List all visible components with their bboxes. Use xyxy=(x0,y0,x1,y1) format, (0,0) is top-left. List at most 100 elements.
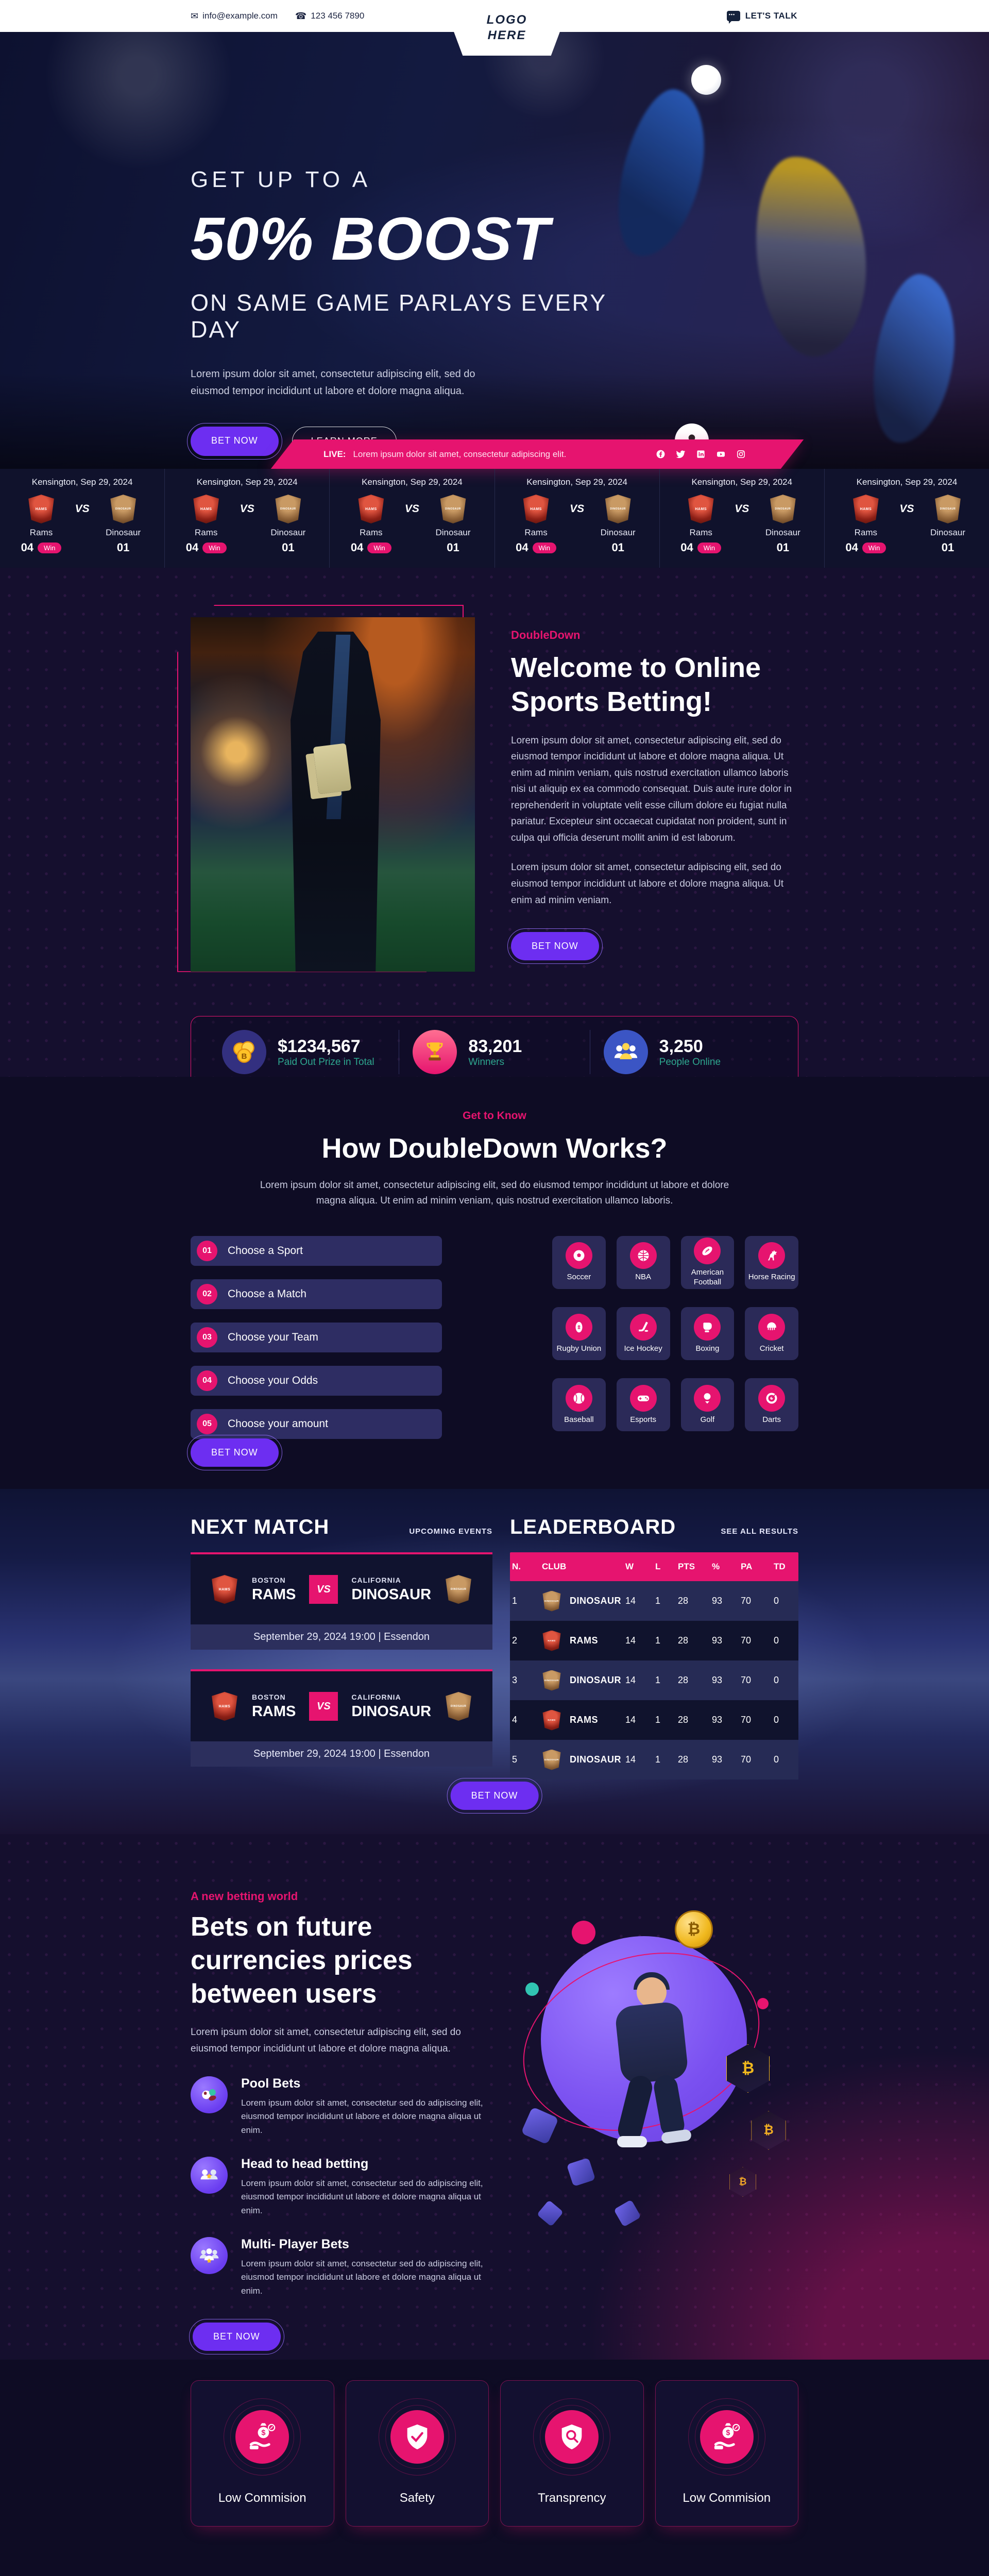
bitcoin-hexagon-icon: ₿ xyxy=(726,2044,770,2093)
leaderboard-row[interactable]: 1 DINOSAUR DINOSAUR 14 1 28 93 70 0 xyxy=(510,1581,798,1621)
bet-now-button[interactable]: BET NOW xyxy=(507,928,603,964)
sport-tile-horse-racing[interactable]: Horse Racing xyxy=(745,1235,798,1289)
rams-logo: HAMS xyxy=(523,495,549,523)
leaderboard-row[interactable]: 4 HAMS RAMS 14 1 28 93 70 0 xyxy=(510,1700,798,1740)
dinosaur-logo: DINOSAUR xyxy=(275,495,301,523)
sport-tile-baseball[interactable]: Baseball xyxy=(552,1378,606,1432)
match-date: September 29, 2024 19:00 | Essendon xyxy=(191,1624,492,1650)
stat-value: $1234,567 xyxy=(278,1036,361,1056)
vs-label: VS xyxy=(570,503,585,515)
youtube-icon[interactable] xyxy=(716,449,726,459)
hero-subtitle: ON SAME GAME PARLAYS EVERY DAY xyxy=(191,290,607,343)
pool-bets-icon xyxy=(191,2076,228,2114)
vs-label: VS xyxy=(404,503,419,515)
dot-shape xyxy=(525,1982,539,1996)
home-name: Rams xyxy=(29,528,53,537)
bitcoin-hexagon-icon: ₿ xyxy=(729,2166,757,2197)
bet-now-button[interactable]: BET NOW xyxy=(187,423,282,460)
cube-shape xyxy=(536,2199,564,2227)
phone-link[interactable]: 123 456 7890 xyxy=(295,11,364,22)
ticker-socials xyxy=(656,449,746,459)
sport-tile-american-football[interactable]: American Football xyxy=(680,1235,735,1289)
logo[interactable]: LOGO HERE xyxy=(442,0,572,56)
match-card[interactable]: Kensington, Sep 29, 2024 HAMS Rams 04 Win… xyxy=(0,469,165,568)
match-card[interactable]: Kensington, Sep 29, 2024 HAMS Rams 04 Win… xyxy=(825,469,989,568)
rams-logo: HAMS xyxy=(542,1709,561,1731)
next-match-leaderboard-section: NEXT MATCH UPCOMING EVENTS HAMS BOSTON RA… xyxy=(0,1489,989,1834)
away-name: Dinosaur xyxy=(270,528,306,537)
sport-tile-ice-hockey[interactable]: Ice Hockey xyxy=(616,1307,670,1361)
sport-tile-boxing[interactable]: Boxing xyxy=(680,1307,735,1361)
bet-now-button[interactable]: BET NOW xyxy=(187,1435,282,1470)
leaderboard-row[interactable]: 2 HAMS RAMS 14 1 28 93 70 0 xyxy=(510,1621,798,1660)
linkedin-icon[interactable] xyxy=(696,449,706,459)
match-card[interactable]: Kensington, Sep 29, 2024 HAMS Rams 04 Win… xyxy=(330,469,495,568)
topbar-contact: info@example.com 123 456 7890 xyxy=(191,11,364,22)
home-name: Rams xyxy=(524,528,548,537)
perk-transparency[interactable]: Transprency xyxy=(500,2380,644,2527)
esports-icon xyxy=(629,1385,657,1412)
away-name: Dinosaur xyxy=(435,528,471,537)
sport-tile-rugby-union[interactable]: Rugby Union xyxy=(552,1307,606,1361)
sport-tile-darts[interactable]: Darts xyxy=(745,1378,798,1432)
dinosaur-logo: DINOSAUR xyxy=(542,1749,561,1770)
instagram-icon[interactable] xyxy=(736,449,746,459)
dinosaur-logo: DINOSAUR xyxy=(935,495,961,523)
hero-kicker: GET UP TO A xyxy=(191,167,371,192)
vs-label: VS xyxy=(899,503,914,515)
stat-value: 3,250 xyxy=(659,1036,703,1056)
perk-low-commission-2[interactable]: $ Low Commision xyxy=(655,2380,798,2527)
step-choose-odds[interactable]: 04 Choose your Odds xyxy=(191,1365,442,1396)
home-score: 04 xyxy=(350,541,364,554)
match-card[interactable]: Kensington, Sep 29, 2024 HAMS Rams 04 Win… xyxy=(660,469,825,568)
feature-multi-player: Multi- Player Bets Lorem ipsum dolor sit … xyxy=(191,2237,484,2298)
perk-safety[interactable]: Safety xyxy=(345,2380,489,2527)
twitter-icon[interactable] xyxy=(676,449,686,459)
leaderboard-row[interactable]: 5 DINOSAUR DINOSAUR 14 1 28 93 70 0 xyxy=(510,1740,798,1780)
see-all-results-link[interactable]: SEE ALL RESULTS xyxy=(721,1527,798,1536)
hero-player-baseball xyxy=(863,269,966,449)
match-card[interactable]: Kensington, Sep 29, 2024 HAMS Rams 04 Win… xyxy=(495,469,660,568)
stat-winners: 83,201 Winners xyxy=(399,1030,589,1074)
leaderboard-row[interactable]: 3 DINOSAUR DINOSAUR 14 1 28 93 70 0 xyxy=(510,1660,798,1700)
baseball-icon xyxy=(565,1385,592,1412)
step-number: 02 xyxy=(197,1283,217,1304)
step-choose-match[interactable]: 02 Choose a Match xyxy=(191,1279,442,1309)
cube-shape xyxy=(566,2157,596,2187)
bet-now-button[interactable]: BET NOW xyxy=(189,2319,284,2355)
match-date: September 29, 2024 19:00 | Essendon xyxy=(191,1741,492,1767)
sport-tile-golf[interactable]: Golf xyxy=(680,1378,735,1432)
step-choose-sport[interactable]: 01 Choose a Sport xyxy=(191,1235,442,1266)
lets-talk-button[interactable]: LET'S TALK xyxy=(726,11,797,24)
match-venue: Kensington, Sep 29, 2024 xyxy=(31,477,133,487)
bet-now-button[interactable]: BET NOW xyxy=(447,1778,542,1814)
step-choose-amount[interactable]: 05 Choose your amount xyxy=(191,1409,442,1439)
logo-line2: HERE xyxy=(487,28,526,42)
win-badge: Win xyxy=(862,542,886,553)
home-score: 04 xyxy=(185,541,199,554)
basketball-shape xyxy=(691,65,721,95)
match-venue: Kensington, Sep 29, 2024 xyxy=(856,477,958,487)
upcoming-events-link[interactable]: UPCOMING EVENTS xyxy=(409,1527,492,1536)
stat-label: Winners xyxy=(468,1056,505,1067)
rams-logo: HAMS xyxy=(28,495,54,523)
dinosaur-logo: DINOSAUR xyxy=(770,495,796,523)
next-match-card[interactable]: HAMS BOSTON RAMS VS CALIFORNIA DINOSAUR DI… xyxy=(191,1552,492,1650)
facebook-icon[interactable] xyxy=(656,449,666,459)
email-link[interactable]: info@example.com xyxy=(191,11,278,22)
perk-low-commission[interactable]: $ Low Commision xyxy=(191,2380,334,2527)
win-badge: Win xyxy=(697,542,722,553)
next-match-card[interactable]: HAMS BOSTON RAMS VS CALIFORNIA DINOSAUR DI… xyxy=(191,1669,492,1767)
sport-tile-cricket[interactable]: Cricket xyxy=(745,1307,798,1361)
dinosaur-logo: DINOSAUR xyxy=(542,1590,561,1612)
coin-icon: ₿ xyxy=(675,1910,713,1948)
svg-text:$: $ xyxy=(726,2429,730,2437)
sport-tile-esports[interactable]: Esports xyxy=(616,1378,670,1432)
match-card[interactable]: Kensington, Sep 29, 2024 HAMS Rams 04 Win… xyxy=(165,469,330,568)
email-text: info@example.com xyxy=(202,11,278,21)
stat-label: People Online xyxy=(659,1056,721,1067)
hero-content: GET UP TO A 50% BOOST ON SAME GAME PARLA… xyxy=(187,167,634,460)
sport-tile-soccer[interactable]: Soccer xyxy=(552,1235,606,1289)
step-choose-team[interactable]: 03 Choose your Team xyxy=(191,1322,442,1352)
sport-tile-nba[interactable]: NBA xyxy=(616,1235,670,1289)
